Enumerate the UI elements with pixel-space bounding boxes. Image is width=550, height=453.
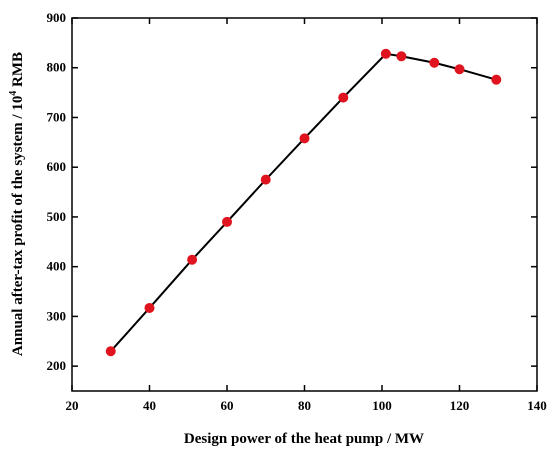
- data-point: [187, 254, 198, 265]
- y-tick-label: 800: [47, 60, 67, 75]
- x-tick-label: 100: [372, 398, 392, 413]
- y-axis-title-unit: RMB: [10, 52, 26, 91]
- y-tick-label: 900: [47, 10, 67, 25]
- x-axis-ticks: 20 40 60 80 100 120 140: [66, 18, 547, 413]
- x-tick-label: 120: [450, 398, 470, 413]
- data-point: [380, 48, 391, 59]
- data-point: [260, 174, 271, 185]
- y-tick-label: 200: [47, 358, 67, 373]
- y-axis-title-exponent: 4: [8, 91, 19, 96]
- data-point: [454, 64, 465, 75]
- x-tick-label: 20: [66, 398, 79, 413]
- x-axis-title: Design power of the heat pump / MW: [184, 431, 424, 447]
- data-point: [299, 133, 310, 144]
- y-tick-label: 500: [47, 209, 67, 224]
- data-point: [222, 216, 232, 227]
- x-tick-label: 60: [221, 398, 234, 413]
- x-tick-label: 40: [143, 398, 156, 413]
- y-tick-label: 600: [47, 159, 67, 174]
- data-point: [429, 57, 440, 68]
- x-tick-label: 140: [527, 398, 547, 413]
- data-point: [338, 92, 349, 103]
- y-axis-title: Annual after-tax profit of the system / …: [8, 52, 26, 356]
- y-tick-label: 700: [47, 109, 67, 124]
- y-axis-title-main: Annual after-tax profit of the system / …: [10, 96, 26, 356]
- data-point: [144, 302, 155, 313]
- data-point: [396, 51, 407, 62]
- series-points-group: [105, 48, 502, 357]
- y-tick-label: 300: [47, 308, 67, 323]
- series-line-group: [110, 52, 497, 352]
- plot-frame: [71, 17, 538, 392]
- series-line: [110, 52, 497, 352]
- y-axis-ticks: 200 300 400 500 600 700 800 900: [47, 10, 537, 373]
- y-tick-label: 400: [47, 259, 67, 274]
- data-point: [491, 74, 502, 85]
- x-tick-label: 80: [298, 398, 311, 413]
- data-point: [105, 346, 116, 357]
